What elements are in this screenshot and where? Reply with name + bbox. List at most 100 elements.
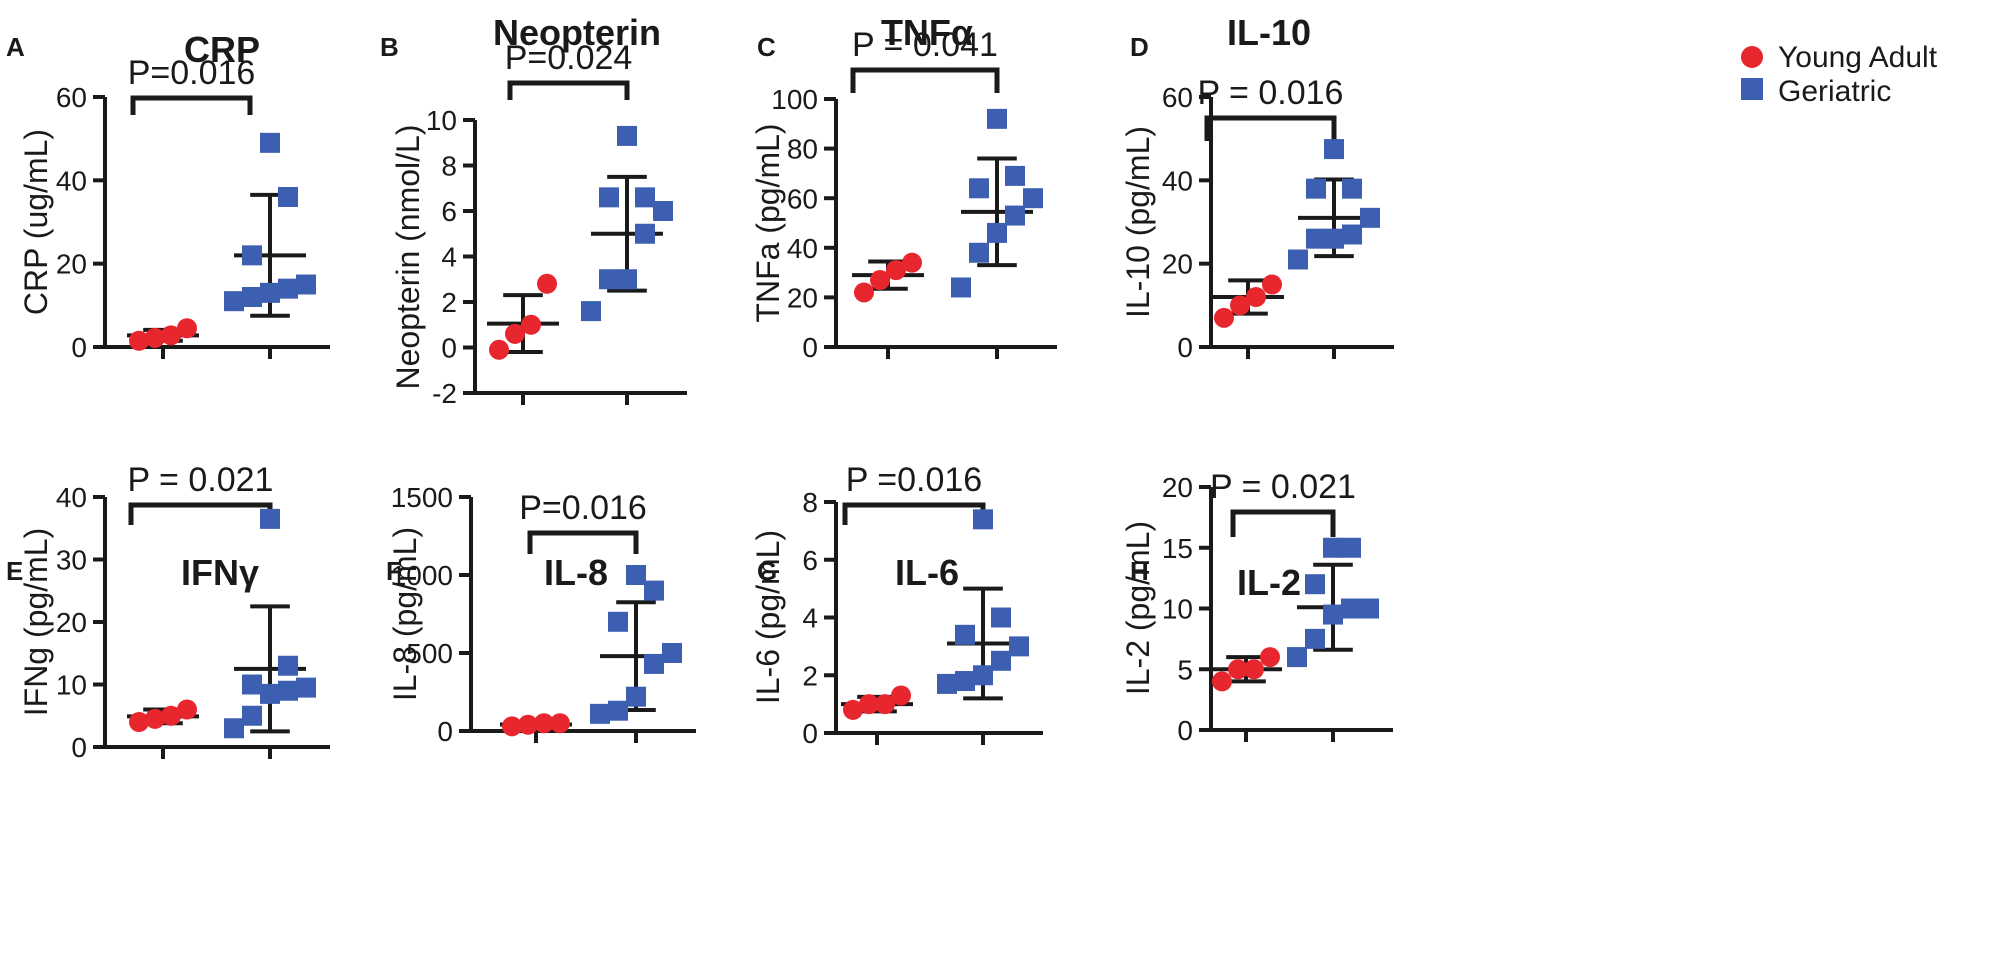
data-point-geriatric — [296, 677, 316, 698]
data-point-young-adult — [1244, 659, 1264, 680]
legend-marker-young-adult — [1741, 46, 1763, 68]
data-point-geriatric — [644, 653, 664, 674]
data-point-geriatric — [1323, 604, 1343, 625]
significance-bracket-e — [128, 502, 273, 525]
panel-g: G IL-6 IL-6 (pg/mL) 0 2 4 6 8 P =0.016 — [750, 461, 1043, 749]
y-tick-label-b: 2 — [441, 287, 457, 318]
data-point-young-adult — [505, 323, 525, 344]
panel-letter-h: H — [1130, 556, 1149, 586]
data-point-young-adult — [1262, 274, 1282, 295]
y-tick-label-f: 1000 — [391, 560, 453, 591]
data-point-geriatric — [260, 282, 280, 303]
data-point-young-adult — [518, 714, 538, 735]
y-tick-label-c: 20 — [787, 282, 818, 313]
data-point-geriatric — [991, 607, 1011, 628]
data-point-young-adult — [902, 252, 922, 273]
panel-title-h: IL-2 — [1237, 562, 1301, 603]
data-point-geriatric — [1009, 636, 1029, 657]
data-point-young-adult — [177, 318, 197, 339]
data-point-geriatric — [608, 700, 628, 721]
data-point-geriatric — [1360, 207, 1380, 228]
data-point-geriatric — [278, 680, 298, 701]
data-point-geriatric — [1341, 537, 1361, 558]
data-point-young-adult — [550, 713, 570, 734]
panel-d: D IL-10 IL-10 (pg/mL) 0 20 40 60 P = 0.016 — [1120, 12, 1394, 363]
y-axis-label-h: IL-2 (pg/mL) — [1120, 521, 1156, 695]
data-point-young-adult — [891, 685, 911, 706]
data-point-young-adult — [1230, 295, 1250, 316]
data-point-geriatric — [1323, 537, 1343, 558]
data-point-geriatric — [1341, 598, 1361, 619]
data-point-young-adult — [1228, 659, 1248, 680]
p-value-label-g: P =0.016 — [846, 461, 982, 499]
data-point-young-adult — [534, 713, 554, 734]
y-tick-label-h: 10 — [1162, 594, 1193, 625]
data-point-young-adult — [145, 327, 165, 348]
data-point-geriatric — [635, 223, 655, 244]
y-tick-label-b: 6 — [441, 196, 457, 227]
data-point-geriatric — [987, 222, 1007, 243]
axes-a — [103, 97, 330, 349]
panel-letter-c: C — [757, 32, 776, 62]
panel-letter-a: A — [6, 32, 25, 62]
data-point-young-adult — [1260, 647, 1280, 668]
axes-e — [103, 497, 330, 749]
data-point-geriatric — [1324, 228, 1344, 249]
data-point-young-adult — [145, 708, 165, 729]
data-point-geriatric — [1324, 139, 1344, 160]
data-point-young-adult — [502, 716, 522, 737]
y-tick-label-f: 1500 — [391, 482, 453, 513]
y-tick-label-c: 0 — [802, 332, 818, 363]
data-point-geriatric — [599, 187, 619, 208]
y-tick-label-e: 40 — [56, 482, 87, 513]
data-point-young-adult — [854, 282, 874, 303]
y-tick-label-b: 0 — [441, 333, 457, 364]
data-point-geriatric — [617, 269, 637, 290]
panel-c: C TNFα TNFa (pg/mL) 0 20 40 60 80 100 P = 0.041 — [750, 12, 1057, 363]
y-axis-label-f: IL-8 (pg/mL) — [387, 527, 423, 701]
y-tick-label-g: 6 — [802, 545, 818, 576]
panel-e: E IFNγ IFNg (pg/mL) 0 10 20 30 40 P = 0.021 — [6, 461, 330, 763]
data-point-geriatric — [242, 287, 262, 307]
y-tick-label-h: 15 — [1162, 533, 1193, 564]
data-point-geriatric — [1287, 647, 1307, 668]
data-point-geriatric — [1288, 249, 1308, 270]
panel-a: A CRP CRP (ug/mL) 0 20 40 60 P=0.016 — [6, 29, 330, 363]
panel-letter-b: B — [380, 32, 399, 62]
y-tick-label-h: 5 — [1177, 654, 1193, 685]
y-tick-label-b: 4 — [441, 242, 457, 273]
data-point-geriatric — [951, 277, 971, 298]
data-point-geriatric — [973, 665, 993, 686]
data-point-geriatric — [224, 718, 244, 739]
significance-bracket-f — [527, 530, 639, 554]
y-tick-label-c: 80 — [787, 134, 818, 165]
legend-label-geriatric: Geriatric — [1778, 75, 1891, 108]
data-point-geriatric — [260, 508, 280, 529]
data-point-geriatric — [991, 650, 1011, 671]
data-point-young-adult — [886, 260, 906, 281]
data-point-geriatric — [608, 611, 628, 632]
data-point-geriatric — [260, 132, 280, 153]
significance-bracket-h — [1230, 509, 1336, 537]
y-tick-label-c: 40 — [787, 233, 818, 264]
data-point-geriatric — [224, 291, 244, 312]
y-tick-label-b: -2 — [432, 378, 457, 409]
y-tick-label-e: 30 — [56, 545, 87, 576]
y-axis-label-c: TNFa (pg/mL) — [750, 123, 786, 322]
significance-bracket-a — [130, 95, 253, 115]
data-point-geriatric — [955, 671, 975, 692]
y-tick-label-f: 500 — [406, 638, 453, 669]
data-point-geriatric — [242, 674, 262, 695]
significance-bracket-c — [850, 67, 1000, 93]
y-tick-label-b: 10 — [426, 105, 457, 136]
y-tick-label-a: 0 — [71, 332, 87, 363]
panel-letter-e: E — [6, 556, 23, 586]
data-point-young-adult — [1212, 671, 1232, 692]
panel-title-c: TNFα — [881, 12, 973, 53]
p-value-label-d: P = 0.016 — [1198, 74, 1344, 112]
y-tick-label-d: 60 — [1162, 82, 1193, 113]
data-point-geriatric — [1023, 188, 1043, 209]
y-tick-label-d: 0 — [1177, 332, 1193, 363]
data-point-young-adult — [489, 339, 509, 360]
data-point-geriatric — [937, 673, 957, 694]
